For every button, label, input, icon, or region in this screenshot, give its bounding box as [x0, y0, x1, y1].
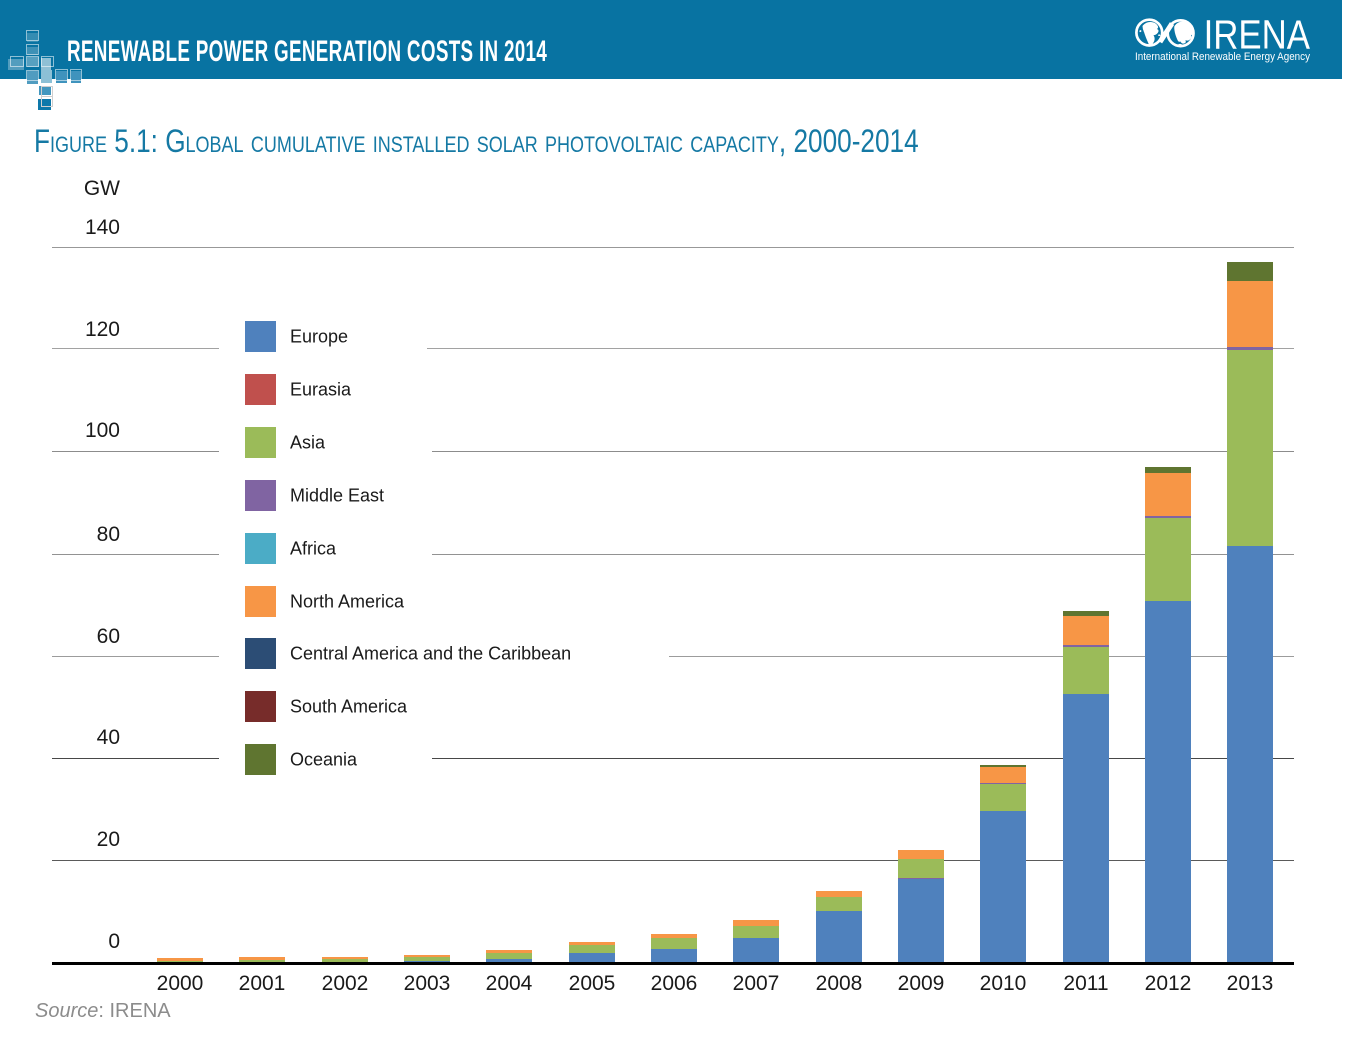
svg-text:International Renewable Energy: International Renewable Energy Agency [1135, 51, 1311, 63]
svg-text:IRENA: IRENA [1204, 17, 1311, 58]
